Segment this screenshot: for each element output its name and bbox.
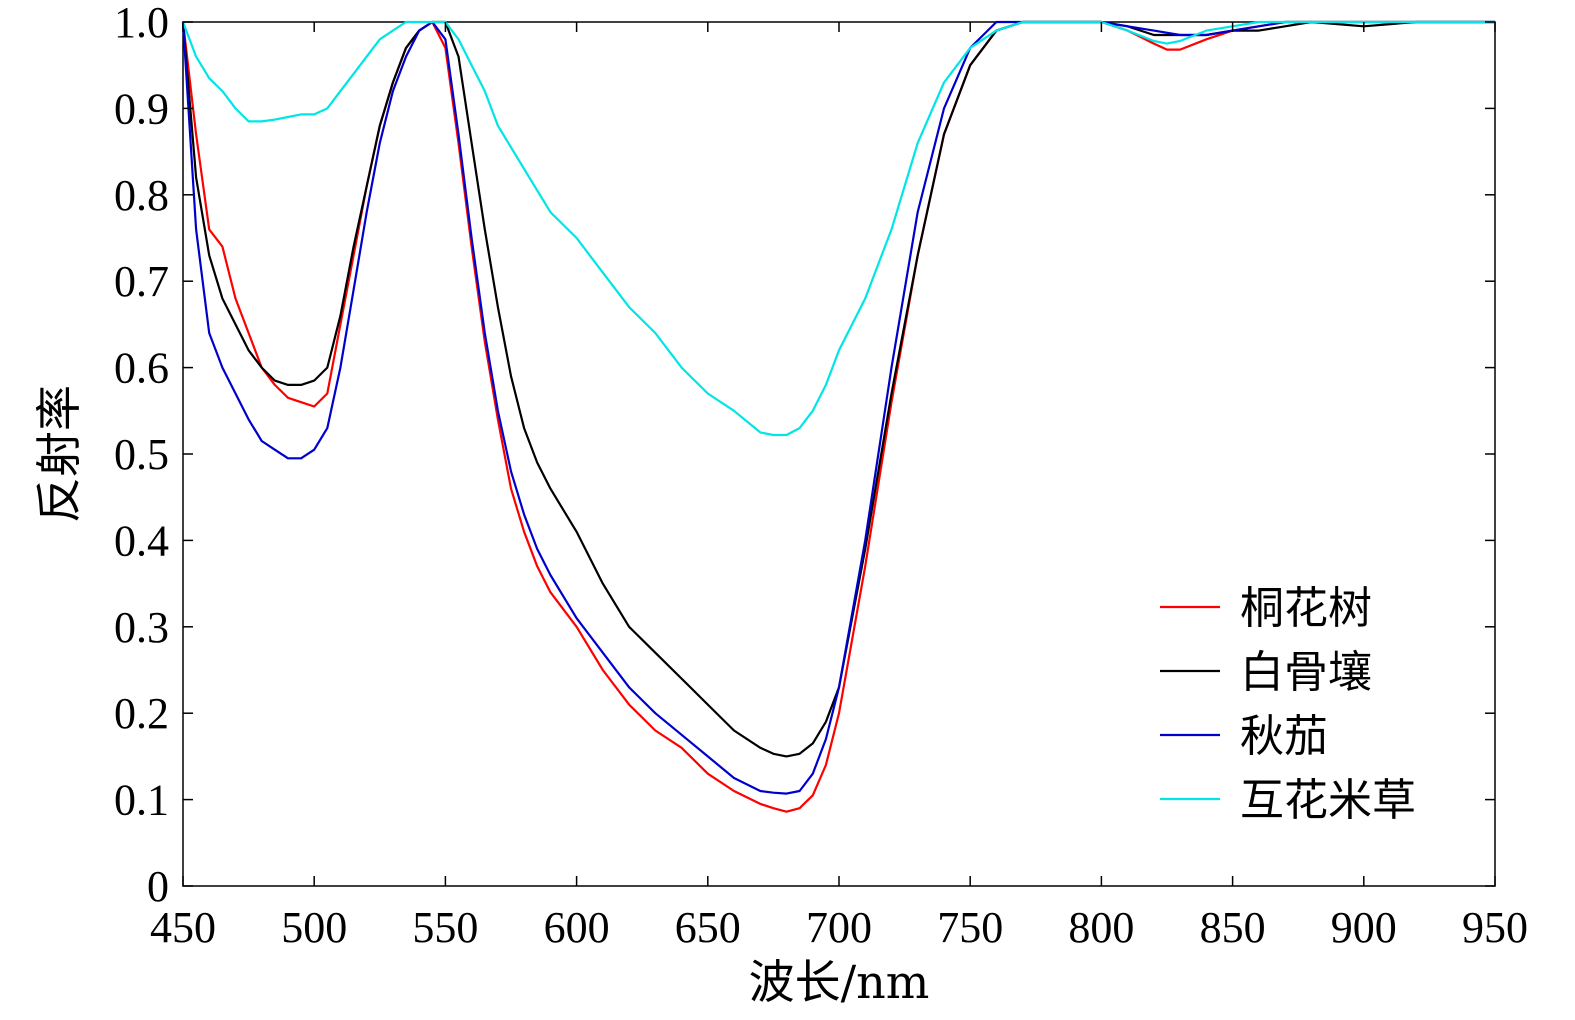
y-axis-title: 反射率 — [32, 385, 86, 523]
x-tick-label: 550 — [412, 903, 478, 952]
legend-label-3: 秋茄 — [1240, 711, 1328, 762]
y-tick-label: 0.4 — [114, 516, 169, 565]
x-tick-label: 600 — [544, 903, 610, 952]
x-tick-label: 850 — [1200, 903, 1266, 952]
y-tick-label: 1.0 — [114, 0, 169, 47]
x-tick-label: 450 — [150, 903, 216, 952]
y-tick-label: 0 — [147, 862, 169, 911]
x-axis-title: 波长/nm — [749, 955, 930, 1009]
legend-label-4: 互花米草 — [1240, 775, 1416, 826]
series-line-3 — [181, 20, 1495, 795]
y-tick-label: 0.5 — [114, 430, 169, 479]
x-tick-label: 750 — [937, 903, 1003, 952]
x-tick-label: 950 — [1462, 903, 1528, 952]
y-tick-label: 0.9 — [114, 84, 169, 133]
series-line-4 — [181, 20, 1495, 437]
x-tick-label: 900 — [1331, 903, 1397, 952]
y-tick-label: 0.8 — [114, 171, 169, 220]
y-tick-label: 0.1 — [114, 776, 169, 825]
x-tick-label: 500 — [281, 903, 347, 952]
legend-label-1: 桐花树 — [1240, 583, 1372, 634]
y-tick-label: 0.7 — [114, 257, 169, 306]
x-tick-label: 700 — [806, 903, 872, 952]
x-tick-label: 650 — [675, 903, 741, 952]
x-axis-ticks: 450 500 550 600 650 700 750 800 850 900 950 — [150, 22, 1528, 952]
y-tick-label: 0.6 — [114, 344, 169, 393]
series-layer — [181, 20, 1495, 813]
y-tick-label: 0.3 — [114, 603, 169, 652]
y-tick-label: 0.2 — [114, 689, 169, 738]
legend-label-2: 白骨壤 — [1240, 647, 1372, 698]
y-axis-ticks: 0 0.1 0.2 0.3 0.4 0.5 0.6 0.7 0.8 0.9 1.0 — [114, 0, 1495, 911]
series-line-1 — [181, 20, 1495, 813]
x-tick-label: 800 — [1068, 903, 1134, 952]
